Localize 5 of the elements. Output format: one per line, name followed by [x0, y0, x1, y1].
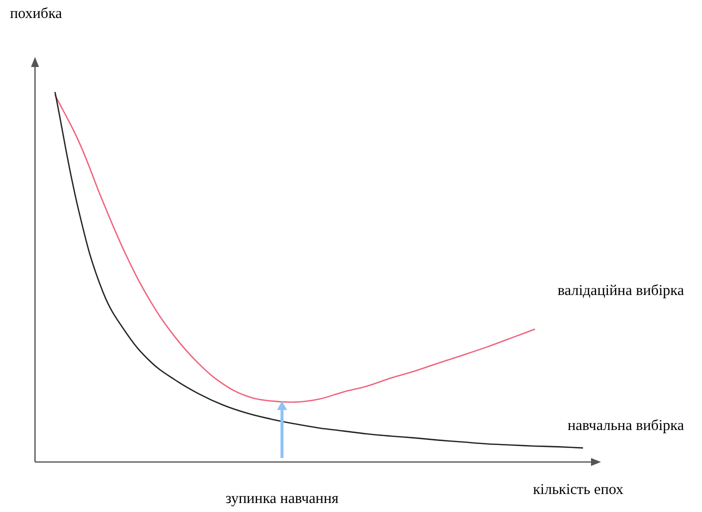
x-axis-title: кількість епох — [533, 482, 624, 498]
series-label: навчальна вибірка — [568, 418, 684, 434]
text: зупинка навчання — [225, 490, 339, 507]
y-axis-title: похибка — [10, 6, 62, 22]
text: валідаційна вибірка — [558, 283, 684, 300]
